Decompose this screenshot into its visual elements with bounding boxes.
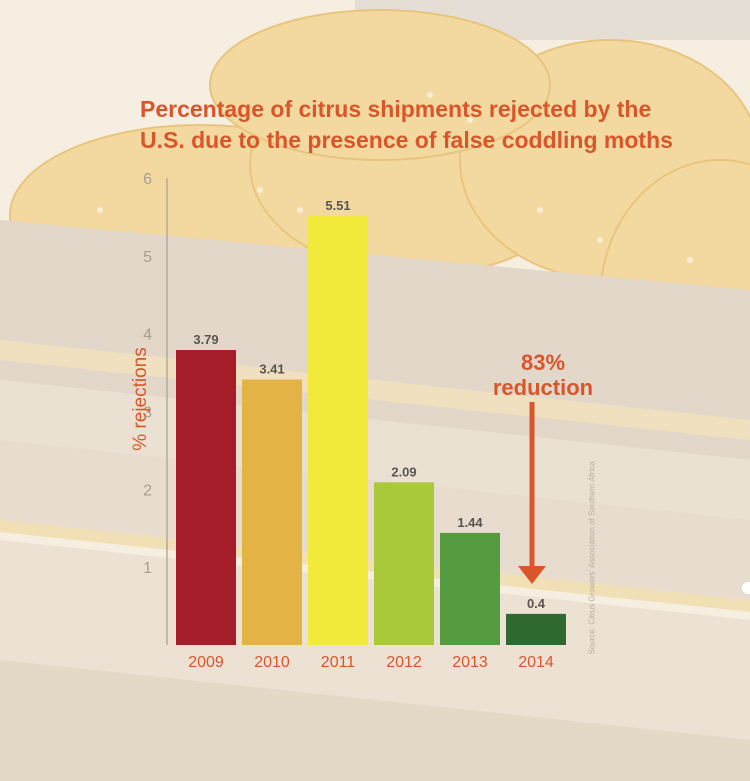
bar-2010: [242, 379, 302, 645]
bar-2009: [176, 350, 236, 645]
data-label-2014: 0.4: [527, 596, 546, 611]
reduction-annotation: 83% reduction: [478, 350, 608, 400]
data-label-2011: 5.51: [325, 198, 350, 213]
bar-2013: [440, 532, 500, 645]
data-label-2010: 3.41: [259, 362, 284, 377]
source-note: Source: Citrus Growers' Association of S…: [587, 461, 597, 655]
chart-title: Percentage of citrus shipments rejected …: [140, 94, 740, 156]
data-label-2013: 1.44: [457, 515, 483, 530]
data-labels: 3.79 3.41 5.51 2.09 1.44 0.4: [193, 198, 545, 611]
y-tick-label: 1: [143, 560, 152, 577]
y-tick-label: 2: [143, 482, 152, 499]
reduction-arrow: [518, 402, 546, 584]
reduction-annotation-word: reduction: [492, 375, 594, 400]
x-tick-label-2013: 2013: [452, 654, 488, 671]
x-tick-label-2011: 2011: [321, 654, 356, 671]
y-tick-label: 3: [143, 405, 152, 422]
y-tick-label: 4: [143, 327, 152, 344]
x-tick-label-2012: 2012: [386, 654, 422, 671]
chart-title-line-2: U.S. due to the presence of false coddli…: [140, 127, 673, 153]
bar-2014: [506, 613, 566, 645]
chart-title-line-1: Percentage of citrus shipments rejected …: [140, 96, 652, 122]
x-tick-label-2009: 2009: [188, 654, 224, 671]
x-tick-label-2014: 2014: [518, 654, 554, 671]
x-tick-labels: 2009 2010 2011 2012 2013 2014: [188, 654, 554, 671]
bars: [176, 216, 566, 645]
bar-2011: [308, 216, 368, 645]
data-label-2012: 2.09: [391, 464, 416, 479]
y-axis-label: % rejections: [130, 347, 151, 451]
x-tick-label-2010: 2010: [254, 654, 290, 671]
data-label-2009: 3.79: [193, 332, 218, 347]
y-tick-label: 5: [143, 249, 152, 266]
reduction-annotation-percent: 83%: [520, 350, 566, 375]
bar-2012: [374, 482, 434, 645]
y-tick-label: 6: [143, 171, 152, 188]
y-tick-labels: 1 2 3 4 5 6: [143, 171, 152, 577]
